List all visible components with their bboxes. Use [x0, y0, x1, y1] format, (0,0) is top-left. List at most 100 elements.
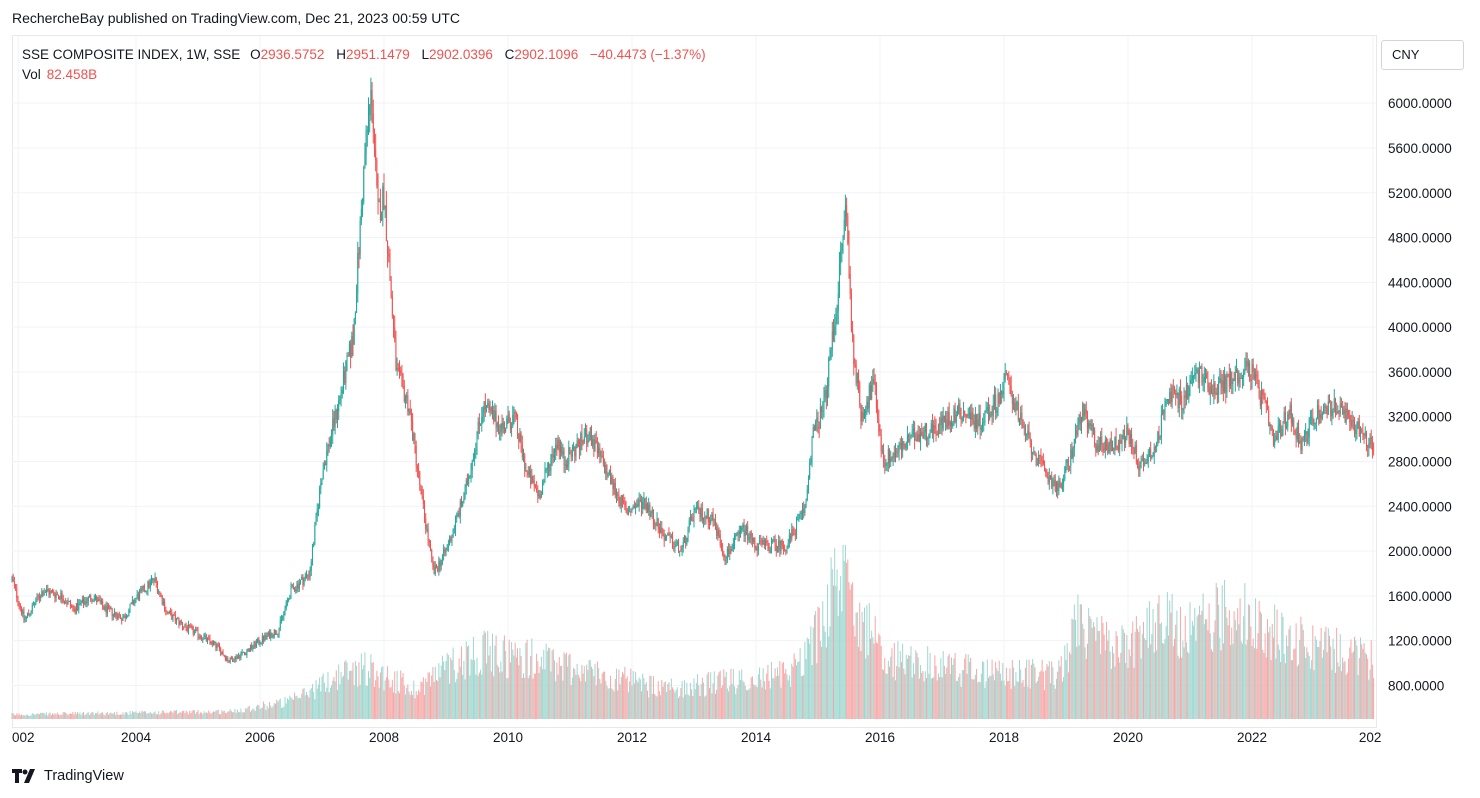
candle-body [406, 395, 408, 398]
candle-body [1121, 438, 1123, 444]
candle-body [230, 657, 232, 660]
symbol-label[interactable]: SSE COMPOSITE INDEX, 1W, SSE [22, 47, 241, 62]
volume-bar [602, 671, 604, 719]
candle-body [368, 115, 369, 131]
candle-body [495, 410, 497, 428]
volume-bar [1213, 632, 1215, 719]
volume-bar [933, 677, 935, 719]
volume-bar [31, 713, 33, 719]
volume-bar [1257, 633, 1259, 719]
currency-button[interactable]: CNY [1381, 40, 1464, 70]
volume-bar [724, 677, 726, 719]
volume-bar [52, 713, 54, 719]
candle-body [258, 639, 260, 644]
candle-body [199, 636, 201, 638]
volume-bar [346, 662, 348, 719]
volume-bar [179, 711, 181, 719]
candle-body [927, 438, 929, 440]
volume-bar [850, 584, 852, 719]
volume-bar [37, 713, 39, 719]
volume-bar [499, 672, 501, 719]
volume-bar [1318, 647, 1320, 719]
candle-body [46, 589, 48, 592]
volume-bar [548, 647, 550, 719]
volume-bar [1340, 671, 1342, 719]
volume-bar [1083, 628, 1085, 719]
candle-body [639, 499, 641, 501]
candle-body [100, 600, 102, 603]
candle-body [1275, 435, 1277, 440]
candle-body [706, 509, 708, 519]
volume-bar [1146, 607, 1148, 719]
candle-body [489, 407, 491, 410]
x-tick-label: 2008 [369, 730, 399, 745]
candle-body [625, 506, 627, 510]
volume-bar [1007, 681, 1009, 719]
candle-body [389, 256, 391, 281]
volume-bar [363, 665, 365, 719]
volume-bar [1294, 648, 1296, 719]
candle-body [822, 410, 824, 412]
volume-bar [1331, 669, 1333, 719]
volume-bar [939, 677, 941, 719]
volume-bar [883, 670, 885, 719]
tradingview-logo[interactable]: TradingView [12, 766, 124, 786]
candle-body [748, 537, 750, 540]
volume-bar [1036, 681, 1038, 719]
candle-body [1193, 375, 1195, 377]
candle-body [939, 424, 941, 426]
candle-body [958, 403, 960, 414]
volume-bar [143, 711, 145, 719]
volume-bar [303, 688, 305, 719]
candle-body [176, 617, 178, 622]
candle-body [12, 577, 14, 582]
candle-body [399, 369, 400, 371]
volume-bar [620, 676, 622, 719]
candle-body [1159, 437, 1161, 439]
volume-bar [1185, 642, 1187, 719]
candle-body [297, 583, 299, 589]
candle-body [723, 553, 725, 558]
volume-bar [1096, 617, 1098, 719]
volume-bar [985, 681, 987, 719]
candle-body [56, 594, 58, 596]
candle-body [1355, 430, 1357, 434]
volume-bar [623, 674, 625, 719]
candle-body [1207, 378, 1209, 390]
volume-bar [875, 642, 877, 719]
candle-body [449, 537, 451, 546]
volume-bar [164, 712, 166, 719]
candle-body [118, 614, 120, 616]
candle-body [185, 626, 187, 628]
volume-bar [453, 669, 455, 719]
volume-bar [1027, 686, 1029, 719]
volume-bar [976, 669, 978, 719]
candle-body [1138, 465, 1140, 471]
candle-body [135, 597, 137, 601]
candle-body [1339, 403, 1341, 414]
candle-body [1259, 397, 1261, 406]
volume-bar [633, 683, 635, 719]
volume-bar [493, 676, 495, 719]
volume-bar [12, 713, 14, 719]
candle-body [507, 414, 509, 419]
volume-bar [27, 714, 28, 719]
volume-bar [538, 672, 540, 719]
volume-bar [221, 710, 223, 719]
candle-body [1065, 462, 1067, 467]
candle-body [593, 439, 595, 451]
candle-body [1028, 430, 1030, 438]
candle-body [745, 526, 747, 530]
volume-bar [1371, 664, 1373, 719]
candle-body [222, 652, 224, 656]
volume-bar [1208, 603, 1210, 719]
volume-bar [930, 678, 932, 719]
volume-bar [798, 661, 800, 719]
volume-bar [838, 590, 840, 719]
volume-bar [1048, 661, 1050, 719]
candle-body [432, 556, 434, 567]
volume-bar [1240, 641, 1242, 719]
candle-body [469, 476, 471, 478]
candle-body [1160, 414, 1162, 438]
